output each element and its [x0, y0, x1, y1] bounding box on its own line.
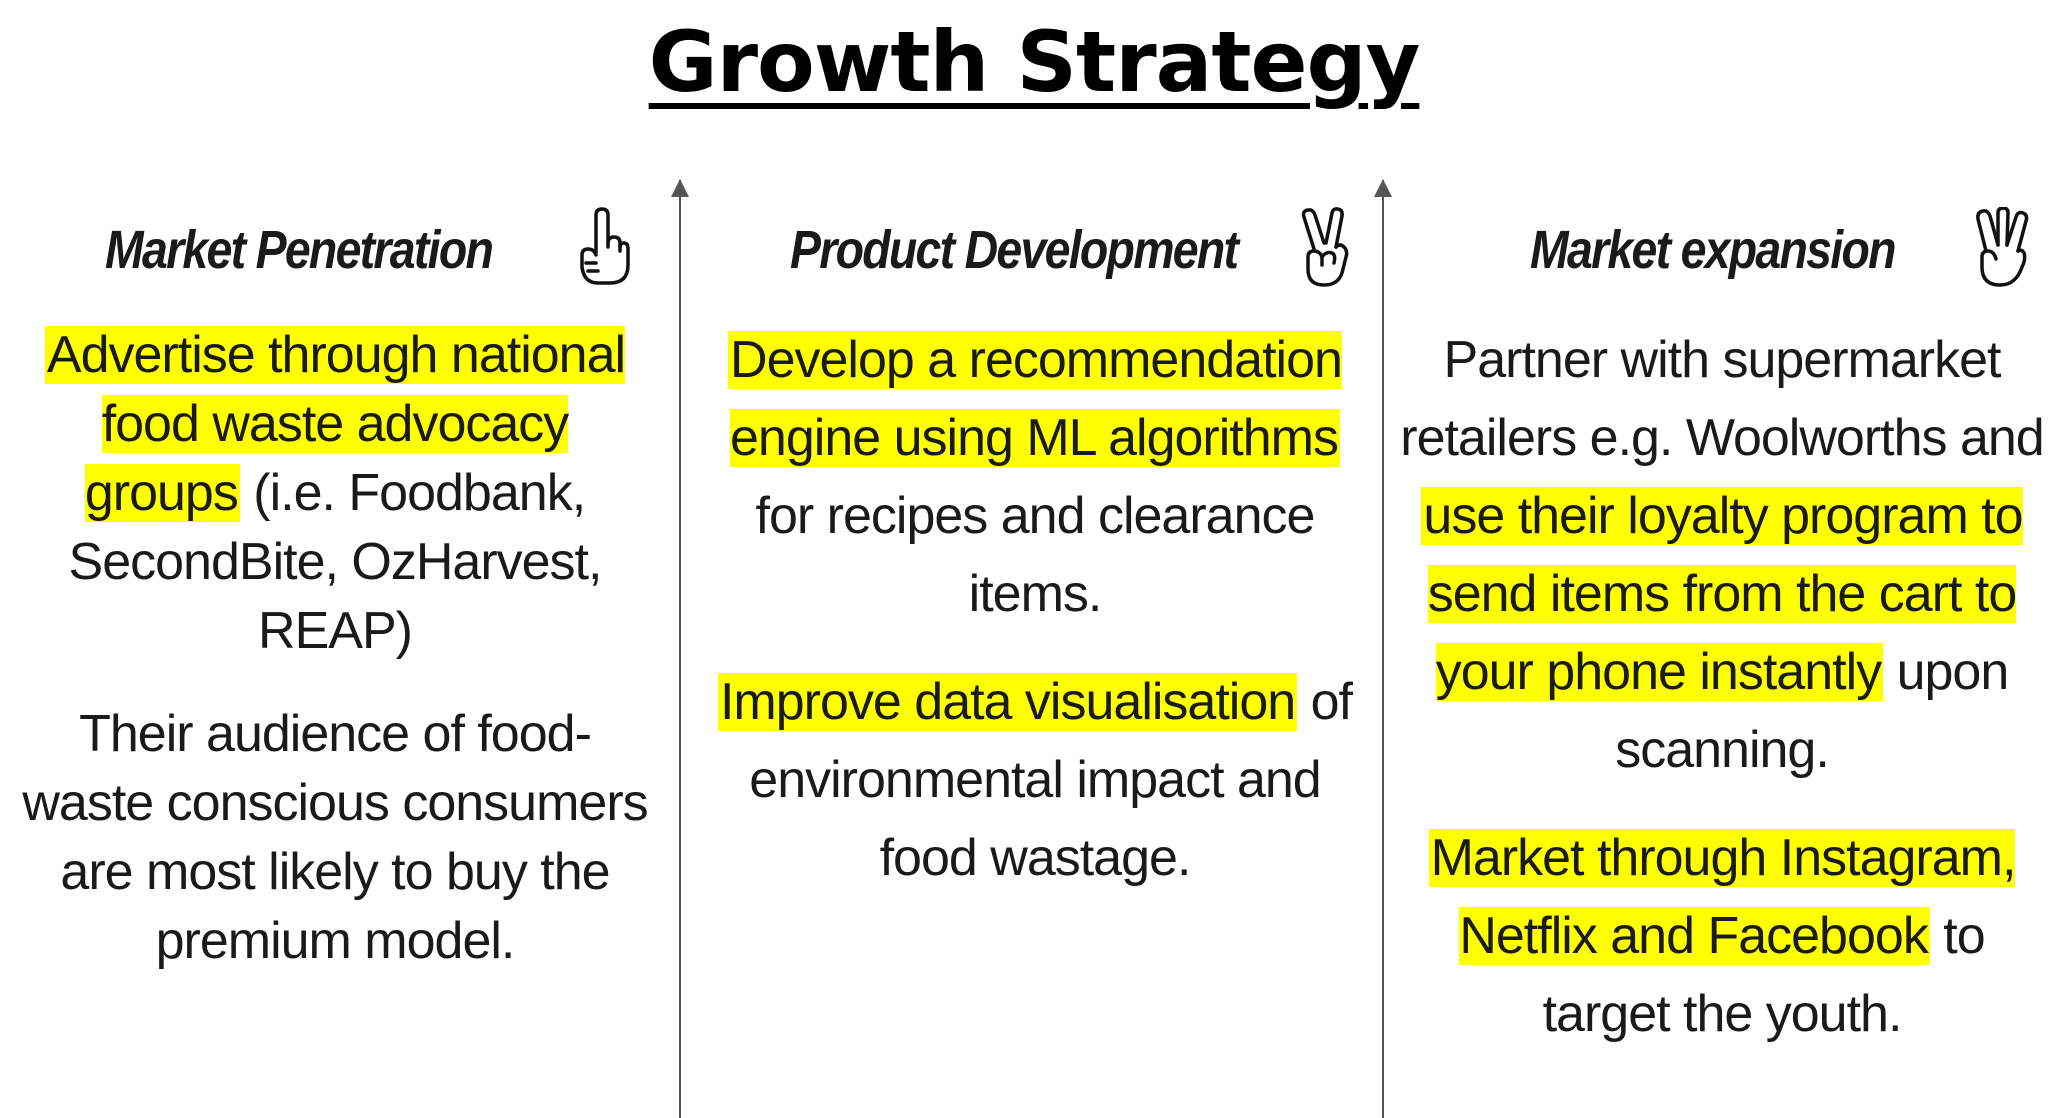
title-text: Growth Strategy — [648, 13, 1421, 111]
column-body: Advertise through national food waste ad… — [20, 321, 650, 976]
arrow-head-icon — [1374, 179, 1392, 197]
highlighted-text: Market through Instagram, Netflix and Fa… — [1428, 829, 2016, 965]
strategy-point-1: Partner with supermarket retailers e.g. … — [1392, 321, 2052, 789]
highlighted-text: Develop a recommendation engine using ML… — [728, 331, 1343, 467]
strategy-point-2: Improve data visualisation of environmen… — [710, 663, 1360, 897]
column-heading: Market expansion — [1530, 220, 1896, 280]
highlighted-text: use their loyalty program to send items … — [1421, 487, 2024, 701]
arrow-head-icon — [671, 179, 689, 197]
body-text: to target the youth. — [1542, 907, 1986, 1043]
strategy-point-1: Advertise through national food waste ad… — [20, 321, 650, 666]
body-text: for recipes and clearance items. — [755, 487, 1316, 623]
strategy-point-2: Their audience of food-waste conscious c… — [20, 700, 650, 976]
column-header: Market expansion — [1530, 205, 1954, 295]
column-body: Partner with supermarket retailers e.g. … — [1392, 321, 2052, 1053]
page-title: Growth Strategy — [0, 6, 2068, 118]
strategy-point-1: Develop a recommendation engine using ML… — [710, 321, 1360, 633]
strategy-point-2: Market through Instagram, Netflix and Fa… — [1392, 819, 2052, 1053]
column-divider-arrow-left — [671, 179, 689, 1118]
column-heading: Market Penetration — [105, 220, 494, 280]
column-header: Product Development — [790, 205, 1310, 295]
column-header: Market Penetration — [105, 205, 555, 295]
highlighted-text: Improve data visualisation — [717, 673, 1298, 731]
body-text: Partner with supermarket retailers e.g. … — [1400, 331, 2044, 467]
body-text: upon scanning. — [1615, 643, 2009, 779]
hand-pointing-up-icon — [578, 207, 630, 292]
three-fingers-hand-icon — [1974, 206, 2030, 292]
body-text: of environmental impact and food wastage… — [749, 673, 1353, 887]
peace-hand-icon — [1300, 207, 1352, 292]
column-body: Develop a recommendation engine using ML… — [710, 321, 1360, 897]
body-text: (i.e. Foodbank, SecondBite, OzHarvest, R… — [68, 464, 603, 660]
column-divider-arrow-right — [1374, 179, 1392, 1118]
column-heading: Product Development — [790, 220, 1239, 280]
body-text: Their audience of food-waste conscious c… — [22, 705, 648, 970]
